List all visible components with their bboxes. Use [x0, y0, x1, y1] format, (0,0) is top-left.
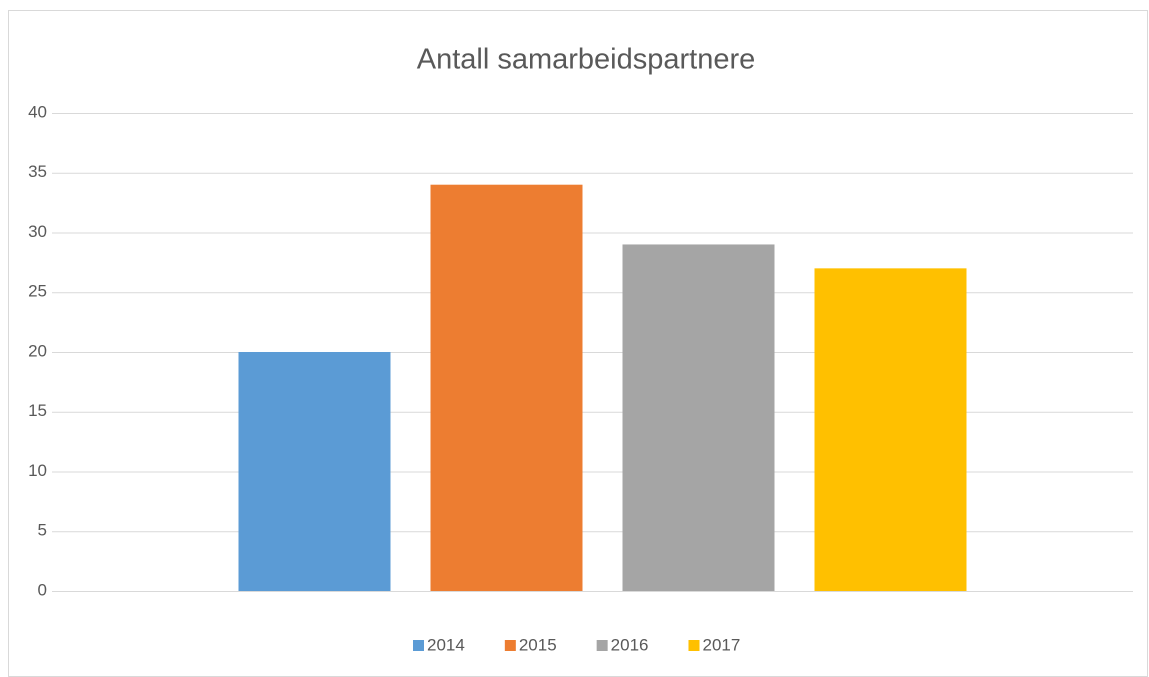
legend-item: 2014	[413, 635, 465, 654]
y-tick-label: 25	[28, 282, 47, 301]
bar	[814, 268, 967, 591]
legend-item: 2015	[504, 635, 557, 654]
legend-swatch	[688, 640, 700, 651]
legend-swatch	[413, 640, 424, 651]
y-tick-label: 15	[28, 401, 47, 420]
legend-swatch	[504, 640, 516, 651]
y-tick-label: 10	[28, 461, 47, 480]
y-tick-label: 30	[28, 222, 47, 241]
legend-swatch	[596, 640, 608, 651]
legend-item: 2017	[688, 635, 740, 654]
y-tick-label: 0	[38, 580, 47, 599]
bar	[622, 244, 775, 591]
legend-label: 2017	[702, 635, 740, 654]
y-tick-label: 35	[28, 162, 47, 181]
legend-label: 2016	[611, 635, 649, 654]
y-tick-label: 20	[28, 341, 47, 360]
legend-label: 2014	[427, 635, 465, 654]
bar	[430, 184, 583, 591]
legend-item: 2016	[596, 635, 649, 654]
y-tick-label: 40	[28, 102, 47, 121]
y-tick-label: 5	[38, 521, 47, 540]
chart-title: Antall samarbeidspartnere	[417, 44, 756, 76]
bar	[238, 352, 391, 591]
legend-label: 2015	[519, 635, 557, 654]
